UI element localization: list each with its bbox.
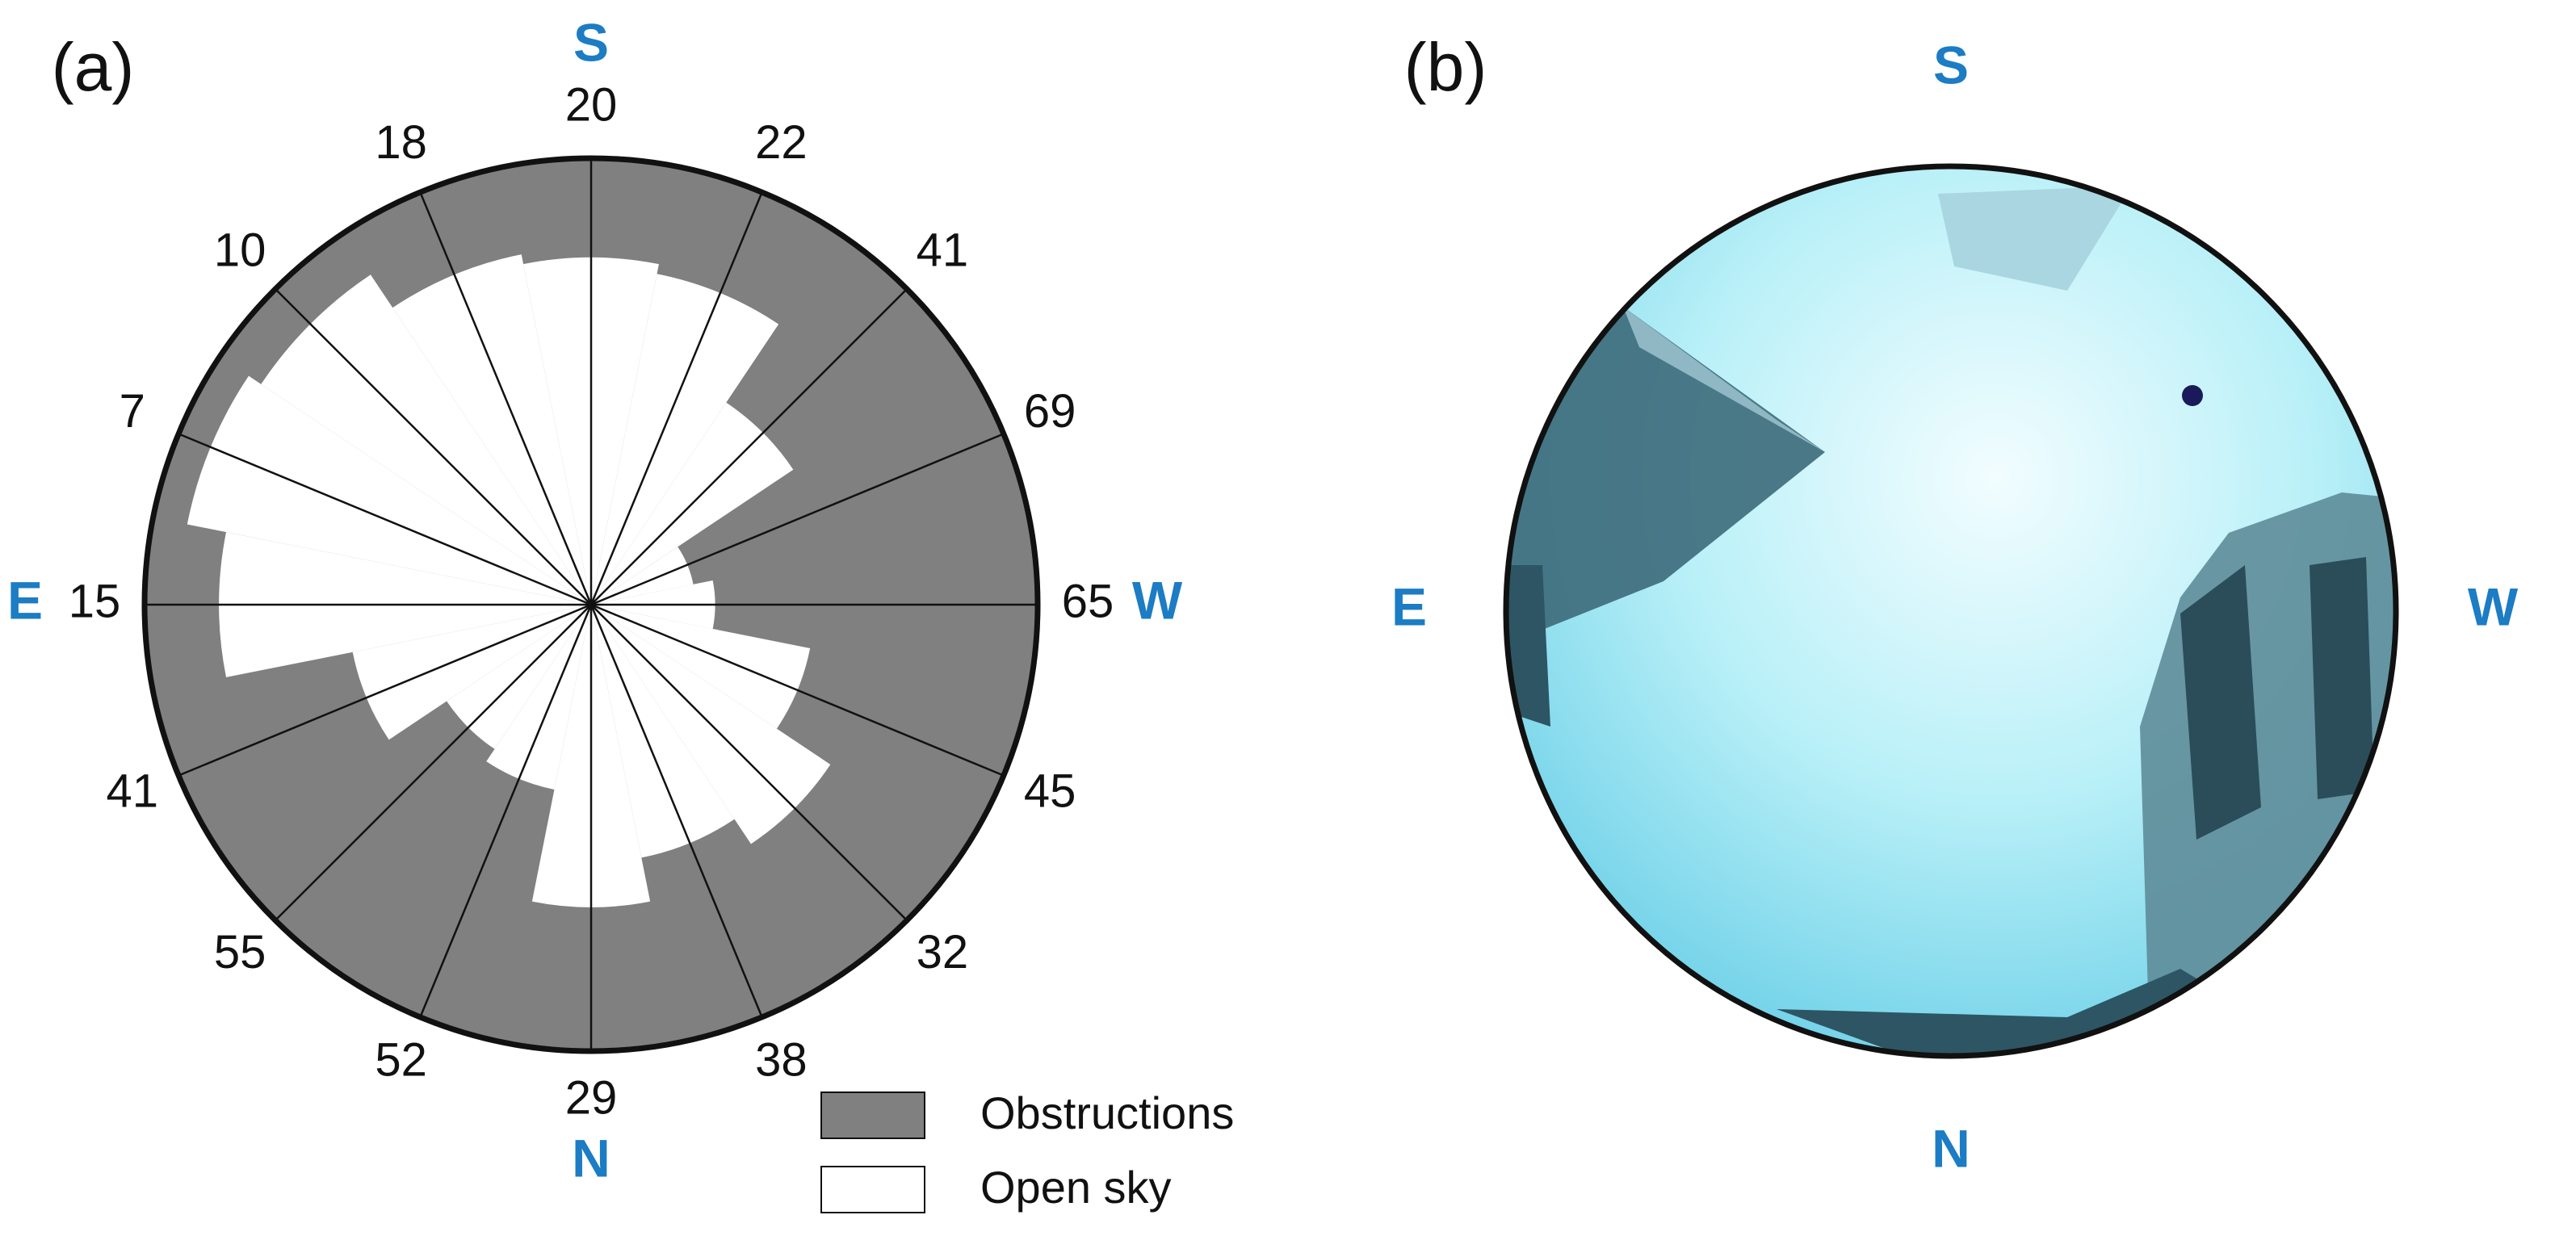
sector-line — [419, 604, 593, 1018]
sector-value: 29 — [565, 1071, 618, 1124]
fisheye-photo: (b) S W N E — [1391, 29, 2519, 1178]
open-sky-wedge — [591, 605, 735, 858]
sector-line — [589, 604, 763, 1018]
sector-value: 32 — [917, 926, 969, 978]
sector-value: 55 — [214, 926, 266, 978]
sector-value: 7 — [120, 385, 145, 438]
building-left — [1506, 291, 1825, 646]
sector-line — [590, 288, 908, 605]
obstruction-chart: 20 22 41 69 65 45 32 38 29 52 55 41 15 7 10 18 S W N E (a) Ob… — [7, 12, 1234, 1213]
sector-value: 38 — [755, 1034, 808, 1087]
sector-line — [419, 191, 593, 605]
open-sky-wedge — [187, 375, 591, 605]
legend-swatch — [820, 1166, 925, 1213]
legend-label: Obstructions — [980, 1087, 1234, 1138]
panel-label: (b) — [1404, 29, 1487, 105]
compass-label: E — [1391, 576, 1427, 636]
open-sky-wedge — [486, 605, 591, 790]
sector-value: 18 — [375, 116, 427, 169]
sector-line — [590, 603, 1005, 777]
open-sky-wedge — [392, 254, 591, 605]
sector-line — [589, 191, 763, 605]
building-facade — [1938, 186, 2132, 291]
compass-label: N — [1932, 1118, 1970, 1178]
sector-value: 41 — [107, 765, 159, 818]
open-sky-wedge — [591, 547, 694, 605]
open-sky-wedge — [352, 605, 591, 740]
sector-value: 10 — [214, 224, 266, 276]
open-sky-wedge — [591, 274, 779, 605]
legend-swatch — [820, 1091, 925, 1139]
compass-label: S — [1933, 35, 1969, 94]
compass-label: E — [7, 570, 43, 630]
sector-value: 45 — [1024, 765, 1076, 818]
lens-rim — [1503, 163, 2399, 1059]
compass-label: N — [572, 1128, 610, 1188]
sector-value: 15 — [69, 575, 121, 627]
sector-value: 69 — [1024, 385, 1076, 438]
building-window — [2310, 557, 2374, 799]
sector-line — [178, 433, 592, 606]
sector-line — [178, 603, 592, 777]
rim — [141, 155, 1041, 1054]
compass-label: S — [573, 12, 609, 72]
sector-value: 22 — [755, 116, 808, 169]
sector-value: 41 — [917, 224, 969, 276]
sector-value: 65 — [1062, 575, 1114, 627]
legend-label: Open sky — [980, 1162, 1172, 1213]
compass-label: W — [1132, 570, 1183, 630]
compass-label: W — [2468, 576, 2519, 636]
sector-value: 20 — [565, 78, 618, 131]
sector-line — [590, 604, 908, 921]
panel-label: (a) — [52, 29, 135, 105]
sector-value: 52 — [375, 1034, 427, 1087]
open-sky-wedge — [591, 605, 811, 729]
sector-line — [590, 433, 1005, 606]
sector-line — [275, 604, 592, 921]
building-window — [2180, 565, 2261, 840]
sector-line — [275, 288, 592, 605]
building-bottom — [1777, 969, 2261, 1056]
sun — [2182, 385, 2203, 406]
